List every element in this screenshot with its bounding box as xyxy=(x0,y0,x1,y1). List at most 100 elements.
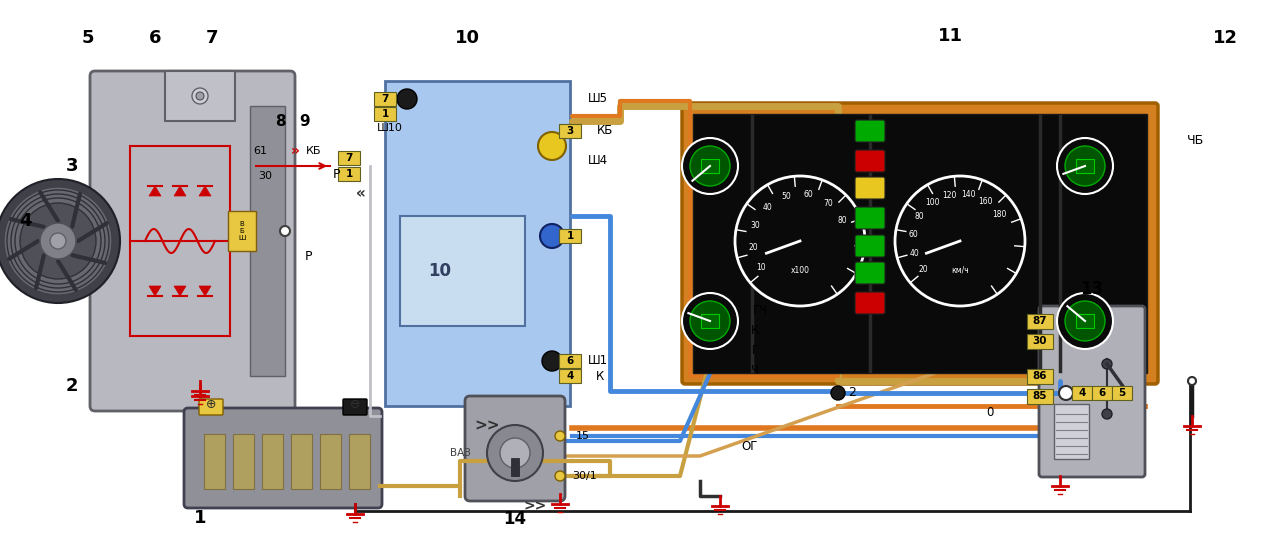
FancyBboxPatch shape xyxy=(233,434,253,489)
Circle shape xyxy=(556,431,564,441)
Text: Ш5: Ш5 xyxy=(588,93,608,106)
FancyBboxPatch shape xyxy=(855,150,884,172)
Polygon shape xyxy=(174,286,186,296)
Text: 12: 12 xyxy=(1212,29,1238,47)
FancyBboxPatch shape xyxy=(1076,159,1094,173)
Text: 11: 11 xyxy=(937,27,963,45)
Text: Ш1: Ш1 xyxy=(588,354,608,368)
FancyBboxPatch shape xyxy=(855,177,884,199)
FancyBboxPatch shape xyxy=(559,354,581,368)
Circle shape xyxy=(1065,301,1105,341)
Text: ЧБ: ЧБ xyxy=(1187,135,1203,147)
Circle shape xyxy=(40,223,76,259)
Circle shape xyxy=(4,187,113,295)
Circle shape xyxy=(895,176,1025,306)
Text: 30: 30 xyxy=(750,221,760,230)
FancyBboxPatch shape xyxy=(855,120,884,142)
FancyBboxPatch shape xyxy=(1027,389,1053,404)
FancyBboxPatch shape xyxy=(385,81,570,406)
Text: 1: 1 xyxy=(346,169,352,179)
Text: 7: 7 xyxy=(206,29,219,47)
FancyBboxPatch shape xyxy=(1027,314,1053,329)
Text: 100: 100 xyxy=(925,198,940,207)
Circle shape xyxy=(500,438,530,468)
Text: 6: 6 xyxy=(1098,388,1106,398)
FancyBboxPatch shape xyxy=(559,124,581,138)
Circle shape xyxy=(1059,386,1073,400)
Text: 2: 2 xyxy=(849,386,856,399)
FancyBboxPatch shape xyxy=(250,106,285,376)
Text: Ш10: Ш10 xyxy=(378,123,403,133)
FancyBboxPatch shape xyxy=(198,399,223,415)
Text: ВАЗ: ВАЗ xyxy=(449,448,470,458)
Circle shape xyxy=(690,301,730,341)
FancyBboxPatch shape xyxy=(559,369,581,383)
Text: 7: 7 xyxy=(381,94,389,104)
Circle shape xyxy=(20,203,96,279)
FancyBboxPatch shape xyxy=(349,434,370,489)
Circle shape xyxy=(556,471,564,481)
Polygon shape xyxy=(198,186,211,196)
FancyBboxPatch shape xyxy=(701,314,719,328)
Polygon shape xyxy=(174,186,186,196)
Text: км/ч: км/ч xyxy=(951,266,969,275)
Text: 87: 87 xyxy=(1033,316,1047,326)
Text: 86: 86 xyxy=(1033,371,1047,381)
FancyBboxPatch shape xyxy=(465,396,564,501)
Circle shape xyxy=(1102,409,1112,419)
FancyBboxPatch shape xyxy=(855,262,884,284)
Circle shape xyxy=(682,293,739,349)
Text: 80: 80 xyxy=(915,212,924,221)
FancyBboxPatch shape xyxy=(1053,404,1089,459)
Text: 20: 20 xyxy=(918,265,928,274)
Polygon shape xyxy=(148,286,161,296)
Text: 120: 120 xyxy=(942,191,956,200)
Circle shape xyxy=(280,226,291,236)
Text: ГЧ: ГЧ xyxy=(753,304,768,317)
FancyBboxPatch shape xyxy=(1073,386,1092,400)
Text: 50: 50 xyxy=(781,191,791,200)
Circle shape xyxy=(192,88,207,104)
Circle shape xyxy=(486,425,543,481)
Text: 10: 10 xyxy=(756,264,767,272)
Text: 30: 30 xyxy=(1033,336,1047,346)
Text: 1: 1 xyxy=(381,109,389,119)
Text: 10: 10 xyxy=(454,29,480,47)
Text: «: « xyxy=(356,187,366,202)
Text: 60: 60 xyxy=(804,190,813,199)
Text: 160: 160 xyxy=(978,197,993,206)
Text: 4: 4 xyxy=(1078,388,1085,398)
Text: 7: 7 xyxy=(346,153,353,163)
Circle shape xyxy=(690,146,730,186)
FancyBboxPatch shape xyxy=(682,103,1158,384)
Text: КБ: КБ xyxy=(306,146,321,156)
Text: 70: 70 xyxy=(823,199,833,208)
Text: 14: 14 xyxy=(503,510,526,528)
Text: 180: 180 xyxy=(992,210,1006,219)
Text: 3: 3 xyxy=(65,157,78,175)
Text: 4: 4 xyxy=(566,371,573,381)
Text: 85: 85 xyxy=(1033,391,1047,401)
Text: >>: >> xyxy=(524,499,547,513)
Text: 40: 40 xyxy=(910,249,919,258)
Circle shape xyxy=(1057,293,1114,349)
FancyBboxPatch shape xyxy=(1027,333,1053,348)
Circle shape xyxy=(50,233,67,249)
Circle shape xyxy=(1065,146,1105,186)
FancyBboxPatch shape xyxy=(855,235,884,257)
Text: Р: Р xyxy=(333,167,339,181)
Text: 61: 61 xyxy=(253,146,268,156)
Text: Ч: Ч xyxy=(751,364,759,377)
FancyBboxPatch shape xyxy=(204,434,225,489)
Text: 1: 1 xyxy=(566,231,573,241)
Polygon shape xyxy=(148,186,161,196)
FancyBboxPatch shape xyxy=(511,458,518,476)
Text: 5: 5 xyxy=(1119,388,1125,398)
Text: КБ: КБ xyxy=(596,124,613,138)
Text: Ш4: Ш4 xyxy=(588,154,608,167)
FancyBboxPatch shape xyxy=(1039,306,1146,477)
Text: 5: 5 xyxy=(82,29,95,47)
FancyBboxPatch shape xyxy=(374,92,396,106)
FancyBboxPatch shape xyxy=(692,114,1147,373)
Circle shape xyxy=(1102,359,1112,369)
